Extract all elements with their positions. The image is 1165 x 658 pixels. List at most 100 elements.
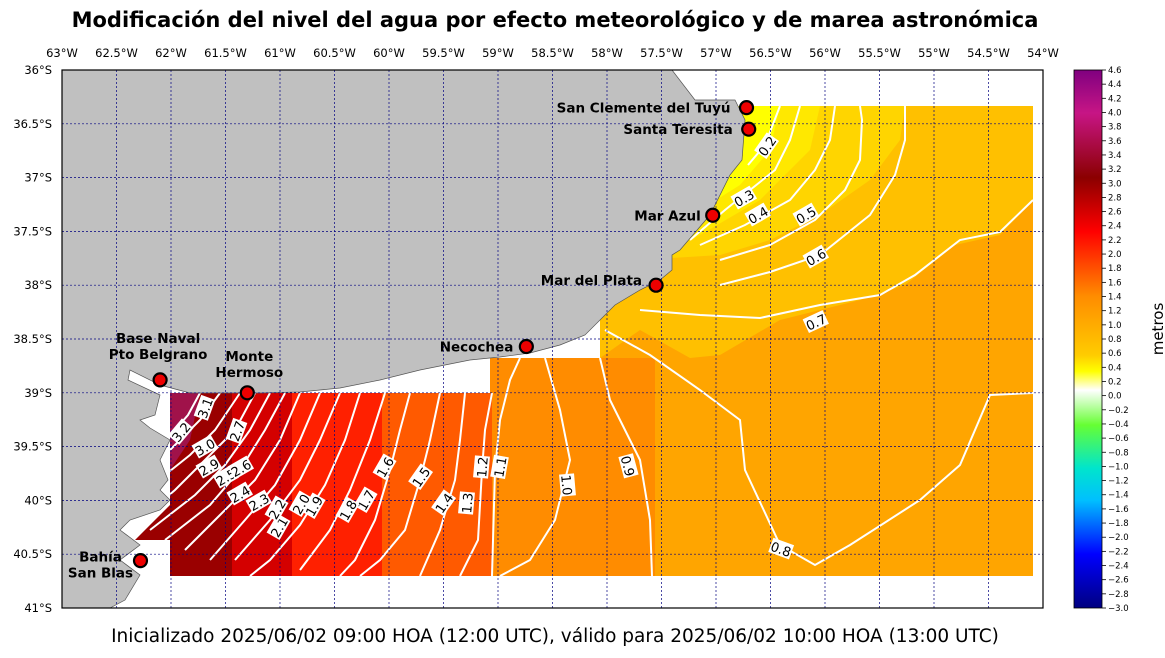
- svg-text:0.9: 0.9: [617, 454, 637, 478]
- place-marker: Mar Azul: [634, 207, 721, 224]
- station-dot: [705, 207, 721, 223]
- colorbar: [1073, 69, 1103, 609]
- station-dot: [239, 385, 255, 401]
- place-label: Pto Belgrano: [109, 347, 208, 363]
- contour-label: 0.8: [768, 537, 795, 561]
- colorbar-tick-label: 4.0: [1108, 108, 1122, 118]
- contour-label: 1.2: [473, 455, 492, 479]
- colorbar-tick-label: −0.8: [1108, 448, 1129, 458]
- place-label: Necochea: [440, 340, 514, 356]
- station-dot: [518, 338, 534, 355]
- colorbar-tick-label: −1.4: [1108, 491, 1129, 501]
- colorbar-tick-label: 0.0: [1108, 392, 1122, 402]
- run-info-subtitle: Inicializado 2025/06/02 09:00 HOA (12:00…: [111, 626, 999, 647]
- place-label: Mar Azul: [634, 208, 700, 224]
- colorbar-tick-label: −2.0: [1108, 533, 1129, 543]
- lon-tick-label: 56°W: [809, 46, 841, 60]
- lon-tick-label: 57°W: [700, 46, 732, 60]
- map-title: Modificación del nivel del agua por efec…: [71, 8, 1039, 32]
- colorbar-tick-label: 2.6: [1108, 208, 1122, 218]
- graticule: [62, 70, 1043, 608]
- lon-tick-label: 61.5°W: [204, 46, 247, 60]
- place-marker: Mar del Plata: [541, 273, 664, 293]
- contour-label: 1.1: [490, 454, 511, 480]
- field-band-1.4: [380, 393, 492, 576]
- contour-label: 0.9: [617, 453, 639, 479]
- place-label: San Blas: [68, 566, 133, 582]
- lon-tick-label: 54.5°W: [967, 46, 1010, 60]
- lon-tick-label: 59°W: [482, 46, 514, 60]
- place-label: San Clemente del Tuyú: [557, 101, 731, 117]
- svg-text:1.2: 1.2: [475, 456, 492, 478]
- place-marker: Necochea: [440, 338, 534, 356]
- place-label: Base Naval: [116, 331, 200, 347]
- contour-label: 1.3: [458, 491, 477, 515]
- lat-tick-label: 41°S: [24, 601, 52, 615]
- lon-tick-label: 57.5°W: [640, 46, 683, 60]
- lon-tick-label: 58°W: [591, 46, 623, 60]
- svg-text:1.1: 1.1: [492, 456, 510, 479]
- colorbar-tick-label: −1.8: [1108, 519, 1129, 529]
- colorbar-tick-label: −0.4: [1108, 420, 1129, 430]
- colorbar-label: metros: [1149, 302, 1165, 356]
- lon-tick-label: 61°W: [264, 46, 296, 60]
- svg-text:3.1: 3.1: [196, 396, 217, 421]
- svg-text:0.8: 0.8: [768, 540, 793, 561]
- colorbar-tick-label: 0.2: [1108, 377, 1122, 387]
- place-label: Monte: [225, 349, 273, 365]
- lon-tick-label: 58.5°W: [531, 46, 574, 60]
- colorbar-tick-label: −2.4: [1108, 562, 1129, 572]
- lon-tick-label: 62.5°W: [95, 46, 138, 60]
- contour-label: 2.7: [225, 417, 249, 444]
- lon-tick-label: 55.5°W: [858, 46, 901, 60]
- colorbar-tick-label: 4.2: [1108, 94, 1122, 104]
- colorbar-tick-label: 2.8: [1108, 193, 1122, 203]
- colorbar-tick-label: 3.6: [1108, 137, 1122, 147]
- colorbar-tick-label: −1.2: [1108, 477, 1129, 487]
- lat-tick-label: 38.5°S: [13, 332, 52, 346]
- map-frame: [61, 69, 1044, 609]
- place-marker: San Clemente del Tuyú: [557, 100, 755, 117]
- lon-tick-label: 55°W: [918, 46, 950, 60]
- colorbar-tick-label: 0.6: [1108, 349, 1122, 359]
- svg-text:1.3: 1.3: [460, 492, 477, 514]
- colorbar-tick-label: 3.8: [1108, 123, 1122, 133]
- contour-label: 1.0: [557, 473, 576, 497]
- lon-tick-label: 62°W: [155, 46, 187, 60]
- station-dot: [132, 553, 149, 569]
- lon-tick-label: 59.5°W: [422, 46, 465, 60]
- field-band-1.8: [290, 393, 382, 576]
- colorbar-tick-label: −3.0: [1108, 604, 1129, 614]
- place-label: Bahía: [79, 550, 122, 566]
- place-label: Mar del Plata: [541, 273, 642, 289]
- lon-tick-label: 54°W: [1027, 46, 1059, 60]
- colorbar-tick-label: −2.6: [1108, 576, 1129, 586]
- colorbar-tick-label: 1.8: [1108, 264, 1122, 274]
- colorbar-tick-label: −1.0: [1108, 462, 1129, 472]
- lat-tick-label: 38°S: [24, 278, 52, 292]
- colorbar-tick-label: −2.8: [1108, 590, 1129, 600]
- colorbar-tick-label: 4.6: [1108, 66, 1122, 76]
- lat-tick-label: 39.5°S: [13, 440, 52, 454]
- colorbar-tick-label: 1.6: [1108, 278, 1122, 288]
- colorbar-tick-label: 0.8: [1108, 335, 1122, 345]
- colorbar-tick-label: 1.0: [1108, 321, 1122, 331]
- colorbar-tick-label: 2.0: [1108, 250, 1122, 260]
- place-label: Hermoso: [215, 365, 283, 381]
- station-dot: [152, 372, 168, 388]
- colorbar-tick-label: −1.6: [1108, 505, 1129, 515]
- lat-tick-label: 36.5°S: [13, 117, 52, 131]
- colorbar-tick-label: 1.2: [1108, 307, 1122, 317]
- lon-tick-label: 60.5°W: [313, 46, 356, 60]
- colorbar-tick-label: 4.4: [1108, 80, 1122, 90]
- lat-tick-label: 40°S: [24, 493, 52, 507]
- station-dot: [738, 100, 755, 116]
- colorbar-tick-label: −0.6: [1108, 434, 1129, 444]
- lon-tick-label: 56.5°W: [749, 46, 792, 60]
- lat-tick-label: 37.5°S: [13, 224, 52, 238]
- lat-tick-label: 39°S: [24, 386, 52, 400]
- colorbar-tick-label: 2.2: [1108, 236, 1122, 246]
